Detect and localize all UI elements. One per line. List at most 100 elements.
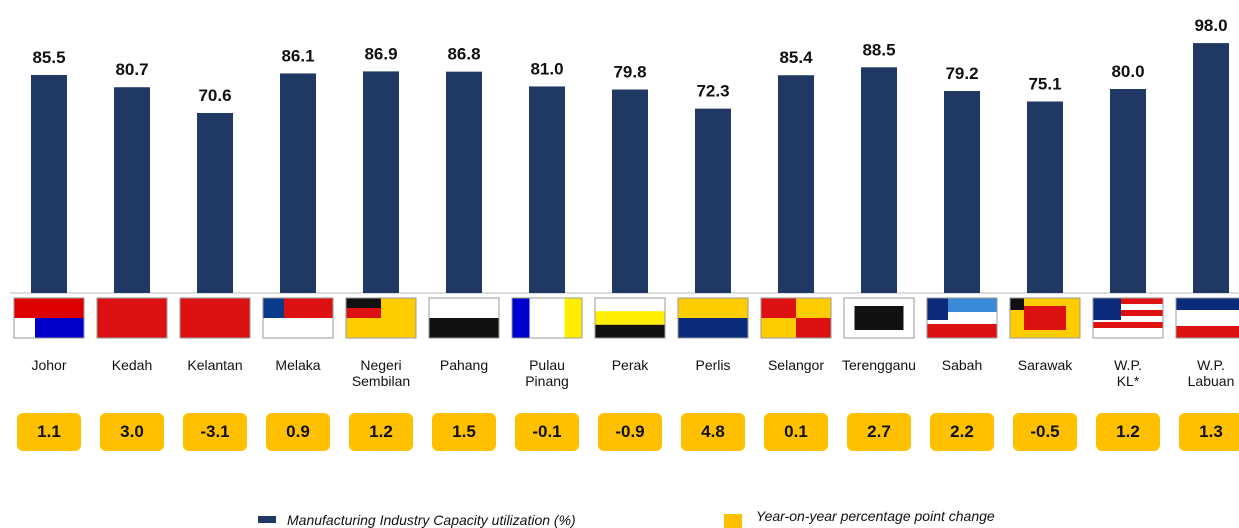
bar <box>778 75 814 293</box>
flag <box>96 297 168 339</box>
legend-swatch <box>724 514 742 528</box>
flag-part <box>678 318 748 338</box>
flag-border <box>345 297 417 339</box>
bar <box>1193 43 1229 293</box>
yoy-badge: 1.2 <box>349 413 413 451</box>
flag-part <box>180 298 250 338</box>
bar <box>944 91 980 293</box>
bar <box>861 67 897 293</box>
flag-part <box>1024 306 1066 330</box>
category-label: Terengganu <box>842 357 916 373</box>
flag-part <box>796 318 831 338</box>
category-label: Pulau Pinang <box>525 357 569 389</box>
flag-part <box>854 306 904 330</box>
flag-part <box>1176 310 1239 326</box>
flag-part <box>263 318 333 338</box>
bar <box>1027 101 1063 294</box>
flag-border <box>677 297 749 339</box>
value-label: 86.8 <box>447 45 480 64</box>
yoy-badge: -0.5 <box>1013 413 1077 451</box>
yoy-badge: -3.1 <box>183 413 247 451</box>
category-label: W.P. Labuan <box>1187 357 1235 389</box>
flag-border <box>428 297 500 339</box>
legend-swatch <box>258 516 276 523</box>
flag-part <box>263 298 284 318</box>
flag <box>677 297 749 339</box>
flag <box>1092 297 1164 339</box>
flag-part <box>595 324 665 338</box>
flag-border <box>262 297 334 339</box>
flag-part <box>761 318 796 338</box>
flag-border <box>13 297 85 339</box>
flag-border <box>843 297 915 339</box>
flag <box>511 297 583 339</box>
yoy-badge: 1.2 <box>1096 413 1160 451</box>
bar <box>31 74 67 293</box>
value-label: 85.4 <box>779 48 813 67</box>
flag-part <box>1093 298 1121 320</box>
bar <box>529 86 565 293</box>
flag-border <box>179 297 251 339</box>
yoy-badge: 2.2 <box>930 413 994 451</box>
category-label: W.P. KL* <box>1114 357 1142 389</box>
bar <box>363 71 399 293</box>
flag-border <box>926 297 998 339</box>
yoy-badge: -0.1 <box>515 413 579 451</box>
flag-part <box>1010 298 1024 310</box>
flag-part <box>1176 298 1239 310</box>
yoy-badge: 1.3 <box>1179 413 1239 451</box>
bar <box>446 71 482 293</box>
flag-part <box>927 324 997 338</box>
value-label: 70.6 <box>198 86 231 105</box>
flag-part <box>1093 310 1163 316</box>
flag-part <box>1176 326 1239 338</box>
yoy-badge: 4.8 <box>681 413 745 451</box>
category-label: Perak <box>611 357 649 373</box>
value-label: 80.7 <box>115 60 148 79</box>
flag-part <box>14 318 35 338</box>
value-label: 86.9 <box>364 44 397 63</box>
yoy-badge: 0.1 <box>764 413 828 451</box>
bar <box>197 112 233 293</box>
flag <box>1009 297 1081 339</box>
flag-border <box>1009 297 1081 339</box>
value-label: 86.1 <box>281 46 314 65</box>
flag-part <box>796 298 831 318</box>
value-label: 75.1 <box>1028 74 1061 93</box>
category-label: Sarawak <box>1017 357 1073 373</box>
flag-part <box>595 298 665 312</box>
flag-border <box>96 297 168 339</box>
flag <box>594 297 666 339</box>
value-label: 88.5 <box>862 40 895 59</box>
yoy-badge: -0.9 <box>598 413 662 451</box>
flag-part <box>678 298 748 318</box>
flag-part <box>595 311 665 325</box>
flag <box>843 297 915 339</box>
category-label: Selangor <box>767 357 825 373</box>
flag-part <box>429 318 499 338</box>
category-label: Kelantan <box>187 357 243 373</box>
flag-border <box>594 297 666 339</box>
category-label: Kedah <box>111 357 153 373</box>
flag <box>179 297 251 339</box>
flag <box>926 297 998 339</box>
category-label: Johor <box>31 357 67 373</box>
flag-part <box>761 298 796 318</box>
bar <box>695 108 731 293</box>
yoy-badge: 1.5 <box>432 413 496 451</box>
flag-border <box>760 297 832 339</box>
flag-part <box>564 298 582 338</box>
yoy-badge: 1.1 <box>17 413 81 451</box>
flag-part <box>429 298 499 318</box>
value-label: 72.3 <box>696 82 729 101</box>
value-label: 79.2 <box>945 64 978 83</box>
bar <box>114 87 150 293</box>
flag <box>1175 297 1239 339</box>
flag-part <box>346 298 381 308</box>
flag <box>760 297 832 339</box>
flag <box>345 297 417 339</box>
value-label: 98.0 <box>1194 16 1227 35</box>
flag-border <box>511 297 583 339</box>
